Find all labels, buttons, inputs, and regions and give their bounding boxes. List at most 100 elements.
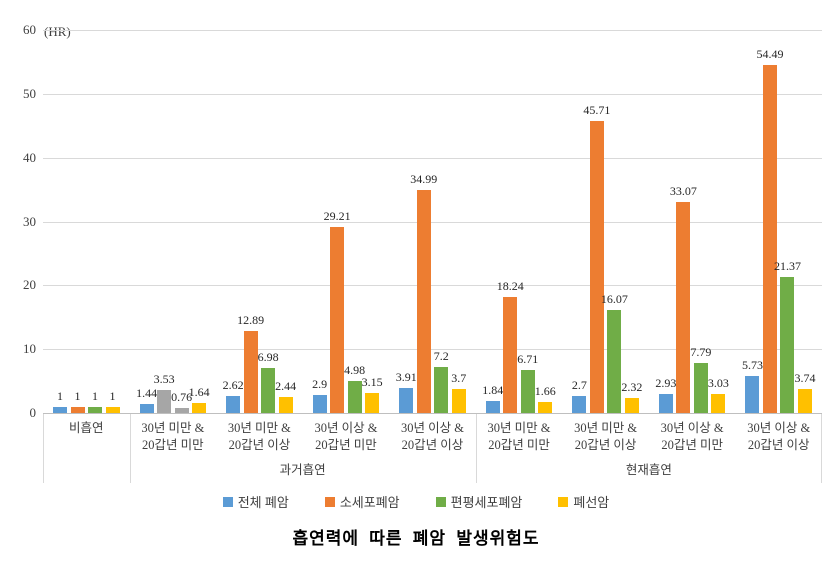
x-category-label: 30년 미만 & 20갑년 이상 — [574, 421, 638, 452]
bar-전체 폐암 — [485, 401, 500, 413]
bar-value-label: 16.07 — [600, 292, 628, 307]
gridline — [43, 30, 822, 31]
legend-label: 편평세포폐암 — [450, 495, 523, 510]
bar-group: 3.91 34.99 7.2 3.7 — [389, 30, 476, 413]
bar-value-label: 1.44 — [136, 385, 158, 400]
bar-value-label: 1 — [92, 388, 99, 403]
bar-소세포폐암 — [589, 121, 604, 413]
bar-value-label: 1 — [109, 388, 116, 403]
bar-전체 폐암 — [658, 394, 673, 413]
bar-편평세포폐암 — [520, 370, 535, 413]
bar-value-label: 18.24 — [496, 278, 524, 293]
x-category-label: 30년 미만 & 20갑년 미만 — [141, 421, 205, 452]
legend-swatch-icon — [558, 496, 569, 507]
bar-전체 폐암 — [139, 403, 154, 413]
y-axis-tick-label: 50 — [23, 85, 36, 101]
bar-group: 1.84 18.24 6.71 1.66 — [476, 30, 563, 413]
legend-label: 폐선암 — [573, 495, 610, 510]
bar-전체 폐암 — [745, 376, 760, 413]
legend-label: 전체 폐암 — [237, 495, 289, 510]
bar-value-label: 3.91 — [395, 370, 417, 385]
legend-item: 전체 폐암 — [222, 492, 289, 511]
legend-item: 소세포폐암 — [324, 492, 400, 511]
bar-value-label: 0.76 — [171, 390, 193, 405]
x-axis-separator — [43, 414, 44, 483]
x-axis-line — [43, 413, 822, 414]
bar-value-label: 6.71 — [517, 352, 539, 367]
bar-value-label: 2.93 — [655, 376, 677, 391]
x-axis-separator — [475, 414, 477, 483]
bar-폐선암 — [192, 402, 207, 413]
bar-폐선암 — [624, 398, 639, 413]
bar-value-label: 54.49 — [756, 47, 784, 62]
bar-전체 폐암 — [226, 396, 241, 413]
bar-value-label: 2.62 — [222, 378, 244, 393]
bar-value-label: 3.7 — [451, 371, 467, 386]
bar-소세포폐암 — [330, 226, 345, 413]
y-axis-unit-label: (HR) — [44, 24, 71, 39]
bar-value-label: 2.7 — [571, 377, 587, 392]
legend-label: 소세포폐암 — [339, 495, 400, 510]
bar-전체 폐암 — [572, 395, 587, 413]
bar-전체 폐암 — [312, 394, 327, 413]
bar-폐선암 — [711, 393, 726, 413]
bar-폐선암 — [538, 402, 553, 413]
bar-value-label: 3.15 — [361, 374, 383, 389]
bar-group: 2.93 33.07 7.79 3.03 — [649, 30, 736, 413]
bar-폐선암 — [797, 389, 812, 413]
y-axis-tick-label: 40 — [23, 149, 36, 165]
bar-value-label: 1.66 — [534, 384, 556, 399]
x-parent-group-label: 현재흡연 — [625, 463, 672, 477]
x-category-label: 30년 이상 & 20갑년 이상 — [401, 421, 464, 452]
x-category-label: 30년 미만 & 20갑년 미만 — [487, 421, 551, 452]
bar-편평세포폐암 — [693, 363, 708, 413]
legend-swatch-icon — [324, 496, 335, 507]
bar-소세포폐암 — [503, 296, 518, 413]
bar-폐선암 — [451, 389, 466, 413]
y-axis-tick-label: 20 — [23, 277, 36, 293]
bar-value-label: 3.53 — [153, 372, 175, 387]
y-axis-tick-label: 0 — [29, 405, 37, 420]
x-category-label: 30년 이상 & 20갑년 이상 — [747, 421, 811, 452]
bar-폐선암 — [365, 392, 380, 413]
bar-group: 5.73 54.49 21.37 3.74 — [735, 30, 822, 413]
bar-value-label: 2.44 — [275, 379, 297, 394]
bar-소세포폐암 — [157, 390, 172, 413]
gridline — [43, 157, 822, 159]
legend-swatch-icon — [222, 496, 233, 507]
bar-전체 폐암 — [399, 388, 414, 413]
gridline — [43, 349, 822, 351]
y-axis-tick-label: 30 — [23, 213, 36, 229]
bar-폐선암 — [278, 397, 293, 413]
bar-value-label: 4.98 — [344, 363, 366, 378]
bar-value-label: 7.2 — [433, 349, 449, 364]
bar-편평세포폐암 — [347, 381, 362, 413]
bar-value-label: 3.74 — [794, 371, 816, 386]
bar-소세포폐암 — [416, 189, 431, 413]
bar-value-label: 33.07 — [669, 183, 697, 198]
bar-value-label: 21.37 — [773, 258, 801, 273]
bar-value-label: 5.73 — [741, 358, 763, 373]
gridline — [43, 93, 822, 95]
bar-편평세포폐암 — [434, 367, 449, 413]
x-category-label: 30년 미만 & 20갑년 이상 — [227, 421, 291, 452]
bar-편평세포폐암 — [261, 368, 276, 413]
x-axis-separator — [821, 414, 822, 483]
bar-value-label: 2.9 — [312, 376, 328, 391]
legend: 전체 폐암 소세포폐암 편평세포폐암 폐선암 — [0, 492, 832, 511]
x-category-label: 비흡연 — [69, 421, 104, 435]
bar-value-label: 29.21 — [323, 208, 351, 223]
bar-group: 1.44 3.53 0.76 1.64 — [130, 30, 217, 413]
x-category-label: 30년 이상 & 20갑년 미만 — [314, 421, 378, 452]
bar-group: 2.62 12.89 6.98 2.44 — [216, 30, 303, 413]
bar-소세포폐암 — [762, 65, 777, 413]
bar-소세포폐암 — [676, 201, 691, 413]
plot-area: 1 1 1 1 1.44 3.53 0.76 1.64 2.62 12.89 6.98 2.44 2.9… — [43, 30, 822, 413]
bar-소세포폐암 — [243, 330, 258, 413]
bar-value-label: 1.64 — [188, 384, 210, 399]
bar-value-label: 45.71 — [583, 103, 611, 118]
x-parent-group-label: 과거흡연 — [279, 463, 326, 477]
legend-item: 편평세포폐암 — [435, 492, 523, 511]
